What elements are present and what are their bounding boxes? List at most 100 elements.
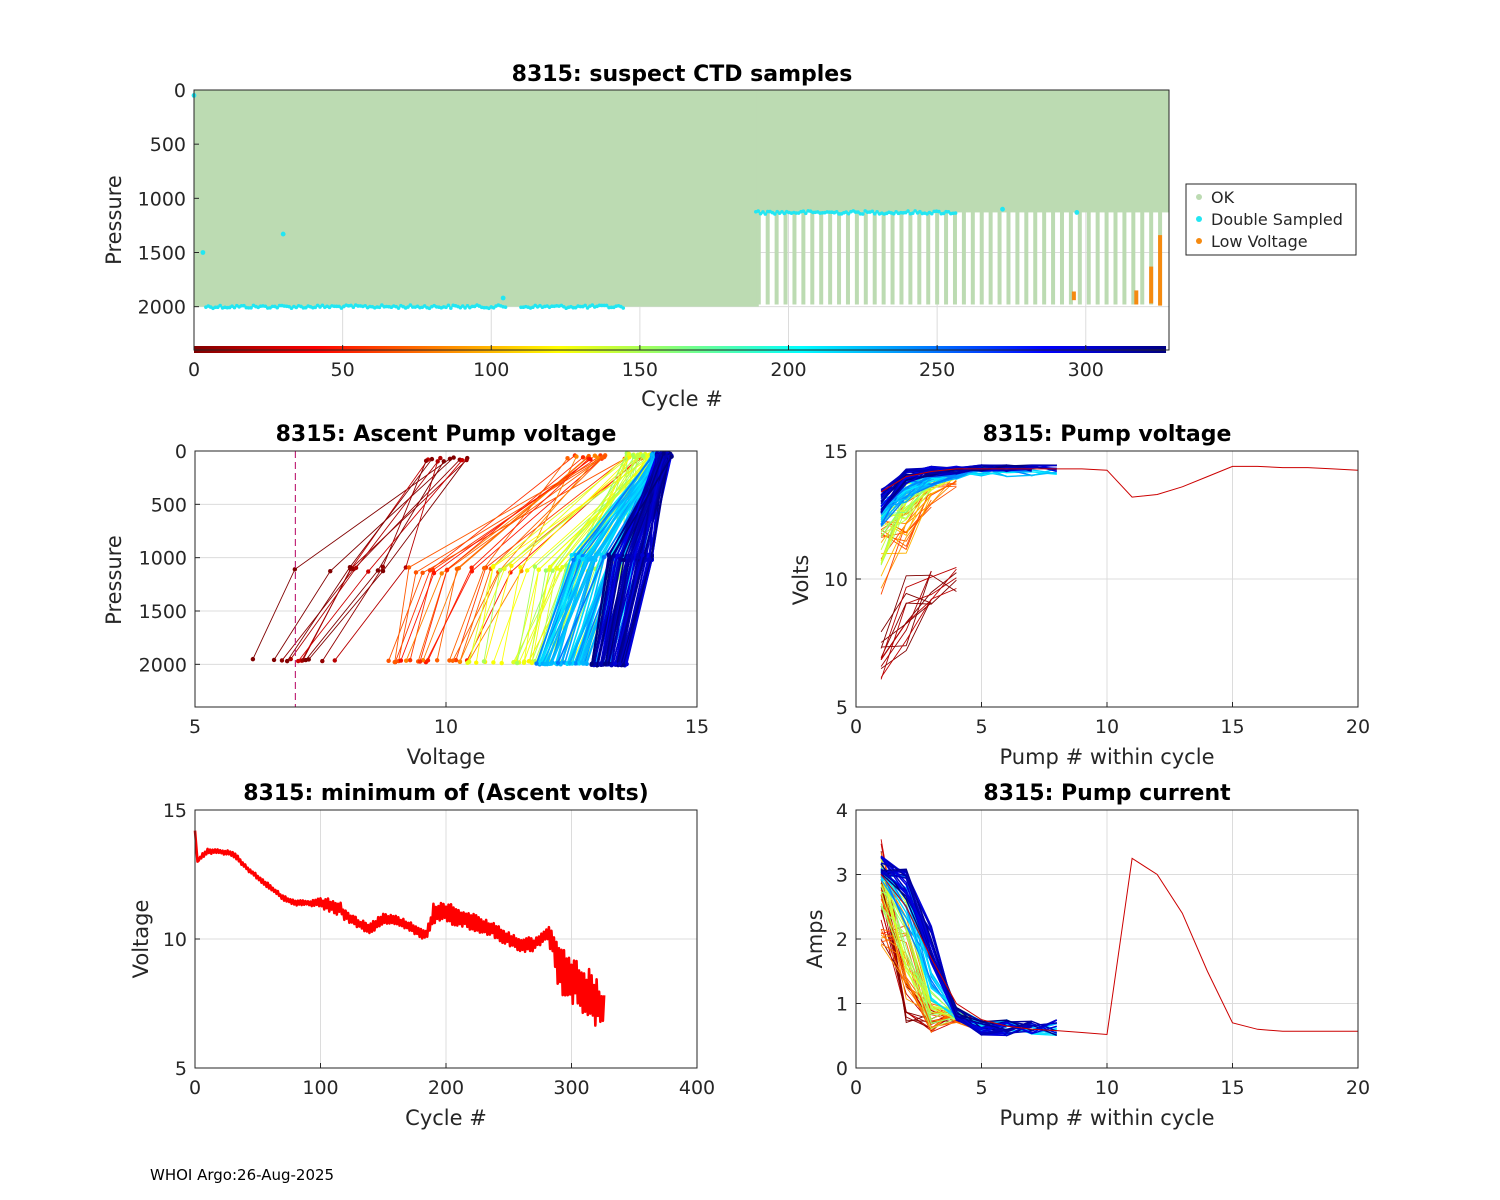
suspect-ticks: 0 50 100 150 200 250 300 0 500 1000 1500 2000 [138, 80, 1104, 381]
ascent-profile-point [431, 570, 437, 576]
pumpi-xtick-label: 20 [1346, 1077, 1370, 1099]
double-sampled-bottom-band-point [377, 305, 382, 310]
ascent-profile-point [630, 452, 635, 458]
pumpi-ytick-label: 2 [836, 929, 848, 951]
minv-xtick-label: 300 [553, 1077, 589, 1099]
double-sampled-bottom-band-point [444, 305, 448, 310]
double-sampled-upper-band-point [861, 212, 865, 216]
double-sampled-upper-band-point [913, 209, 917, 213]
suspect-xtick-label: 150 [622, 359, 658, 381]
legend-marker-double-sampled [1196, 216, 1202, 222]
double-sampled-point [1074, 210, 1080, 215]
minv-xtick-label: 400 [679, 1077, 715, 1099]
ascent-profile-point [584, 661, 589, 667]
suspect-xtick-label: 300 [1068, 359, 1104, 381]
ascent-profile-point [380, 564, 386, 570]
ascent-profile-point [451, 455, 456, 460]
double-sampled-bottom-band-point [320, 303, 325, 308]
ascent-profile-point [654, 453, 660, 459]
pump-voltage-cycle-line [880, 588, 957, 678]
legend-label-double-sampled: Double Sampled [1211, 210, 1343, 229]
suspect-ytick-label: 1500 [138, 243, 186, 265]
double-sampled-upper-band-point [929, 211, 934, 216]
min-ascent-volts-line [193, 830, 606, 1027]
ascent-profile-point [450, 658, 455, 663]
ascent-profile-point [518, 565, 523, 570]
ascent-profile-point [429, 456, 435, 462]
ascent-ylabel: Pressure [102, 535, 126, 625]
pump-voltage-cycle-line [880, 490, 932, 533]
pumpv-title: 8315: Pump voltage [983, 422, 1232, 447]
pumpv-xtick-label: 5 [975, 716, 987, 738]
ascent-profile-point [599, 455, 605, 460]
pumpv-ytick-label: 10 [824, 569, 848, 591]
minv-xlabel: Cycle # [405, 1106, 487, 1130]
ascent-profile-point [366, 569, 371, 574]
ok-samples-dense [194, 90, 759, 307]
ascent-profile-point [640, 453, 646, 458]
ascent-ytick-label: 2000 [139, 654, 187, 676]
double-sampled-upper-band-point [773, 212, 777, 216]
ascent-profile-point [413, 570, 419, 575]
pump-current-cycle-line [880, 855, 1007, 1035]
pumpi-xtick-label: 15 [1220, 1077, 1244, 1099]
ascent-profile-point [511, 660, 516, 665]
minv-ytick-label: 15 [163, 800, 187, 822]
double-sampled-upper-band-point [801, 209, 806, 214]
ascent-profile-point [457, 659, 463, 665]
double-sampled-upper-band-point [953, 211, 958, 215]
double-sampled-upper-band-point [803, 211, 808, 216]
ascent-profile-point [526, 659, 532, 664]
double-sampled-point [280, 231, 286, 237]
panel-suspect-ctd: 0 50 100 150 200 250 300 0 500 1000 1500 2000 8315:… [102, 62, 1357, 411]
double-sampled-upper-band-point [834, 210, 839, 214]
double-sampled-point [200, 250, 206, 255]
pumpi-xtick-label: 0 [850, 1077, 862, 1099]
double-sampled-bottom-band-2-point [621, 306, 626, 310]
double-sampled-upper-band-point [761, 210, 765, 214]
ascent-profile-point [647, 557, 652, 562]
double-sampled-upper-band-point [910, 211, 915, 216]
ascent-xtick-label: 10 [434, 716, 458, 738]
ascent-profile-point [589, 661, 594, 667]
ascent-profile-point [543, 568, 549, 573]
ascent-xlabel: Voltage [407, 745, 486, 769]
ascent-profile-point [536, 567, 541, 572]
pumpi-ytick-label: 0 [836, 1058, 848, 1080]
ascent-profile-point [522, 659, 527, 664]
ascent-profile-point [567, 660, 572, 666]
suspect-xtick-label: 100 [473, 359, 509, 381]
suspect-xtick-label: 0 [188, 359, 200, 381]
ascent-profile-point [565, 456, 570, 461]
ascent-profile-point [347, 564, 353, 570]
panel-min-ascent-volts: 0 100 200 300 400 5 10 15 8315: minimum of (Asc… [129, 781, 715, 1130]
pumpv-ylabel: Volts [789, 555, 813, 606]
ascent-profile-point [465, 660, 470, 665]
ascent-profile-point [328, 568, 333, 574]
pump-voltage-cycle-line [880, 474, 957, 511]
pump-voltage-cycle-line [880, 577, 957, 680]
ascent-profile-point [474, 660, 479, 665]
ascent-profile-point [406, 565, 412, 570]
pump-voltage-cycle-line [880, 464, 1057, 512]
ascent-profile-point [447, 456, 453, 461]
ascent-profile-point [438, 455, 443, 461]
double-sampled-bottom-band-point [503, 305, 508, 309]
suspect-legend: OK Double Sampled Low Voltage [1185, 183, 1357, 256]
suspect-xtick-label: 50 [331, 359, 355, 381]
pumpv-xtick-label: 10 [1095, 716, 1119, 738]
pump-voltage-cycle-line [881, 486, 957, 538]
pumpi-ytick-label: 1 [836, 994, 848, 1016]
ascent-profile-point [459, 457, 465, 463]
ascent-ytick-label: 500 [151, 494, 187, 516]
ascent-profile-point [607, 557, 612, 563]
suspect-ytick-label: 1000 [138, 188, 186, 210]
double-sampled-bottom-band-point [218, 303, 222, 308]
double-sampled-bottom-band-point [396, 306, 401, 310]
ascent-profile-point [534, 661, 539, 666]
ascent-profile-point [558, 567, 563, 573]
pumpi-xtick-label: 10 [1095, 1077, 1119, 1099]
minv-marks [193, 830, 606, 1027]
pump-current-cycle-line [881, 868, 1032, 1031]
ascent-profile-point [303, 657, 308, 663]
